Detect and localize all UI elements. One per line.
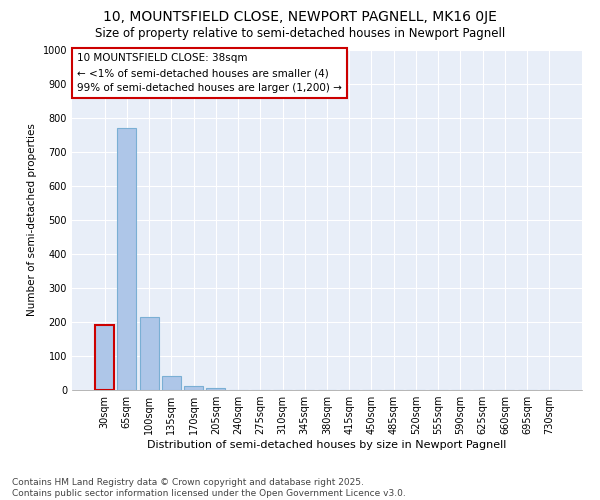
Y-axis label: Number of semi-detached properties: Number of semi-detached properties — [27, 124, 37, 316]
X-axis label: Distribution of semi-detached houses by size in Newport Pagnell: Distribution of semi-detached houses by … — [148, 440, 506, 450]
Text: Size of property relative to semi-detached houses in Newport Pagnell: Size of property relative to semi-detach… — [95, 28, 505, 40]
Bar — [95, 326, 114, 390]
Text: Contains HM Land Registry data © Crown copyright and database right 2025.
Contai: Contains HM Land Registry data © Crown c… — [12, 478, 406, 498]
Bar — [162, 376, 181, 390]
Text: 10, MOUNTSFIELD CLOSE, NEWPORT PAGNELL, MK16 0JE: 10, MOUNTSFIELD CLOSE, NEWPORT PAGNELL, … — [103, 10, 497, 24]
Text: 10 MOUNTSFIELD CLOSE: 38sqm
← <1% of semi-detached houses are smaller (4)
99% of: 10 MOUNTSFIELD CLOSE: 38sqm ← <1% of sem… — [77, 54, 342, 93]
Bar — [118, 128, 136, 390]
Bar — [184, 386, 203, 390]
Bar — [206, 388, 225, 390]
Bar — [140, 317, 158, 390]
